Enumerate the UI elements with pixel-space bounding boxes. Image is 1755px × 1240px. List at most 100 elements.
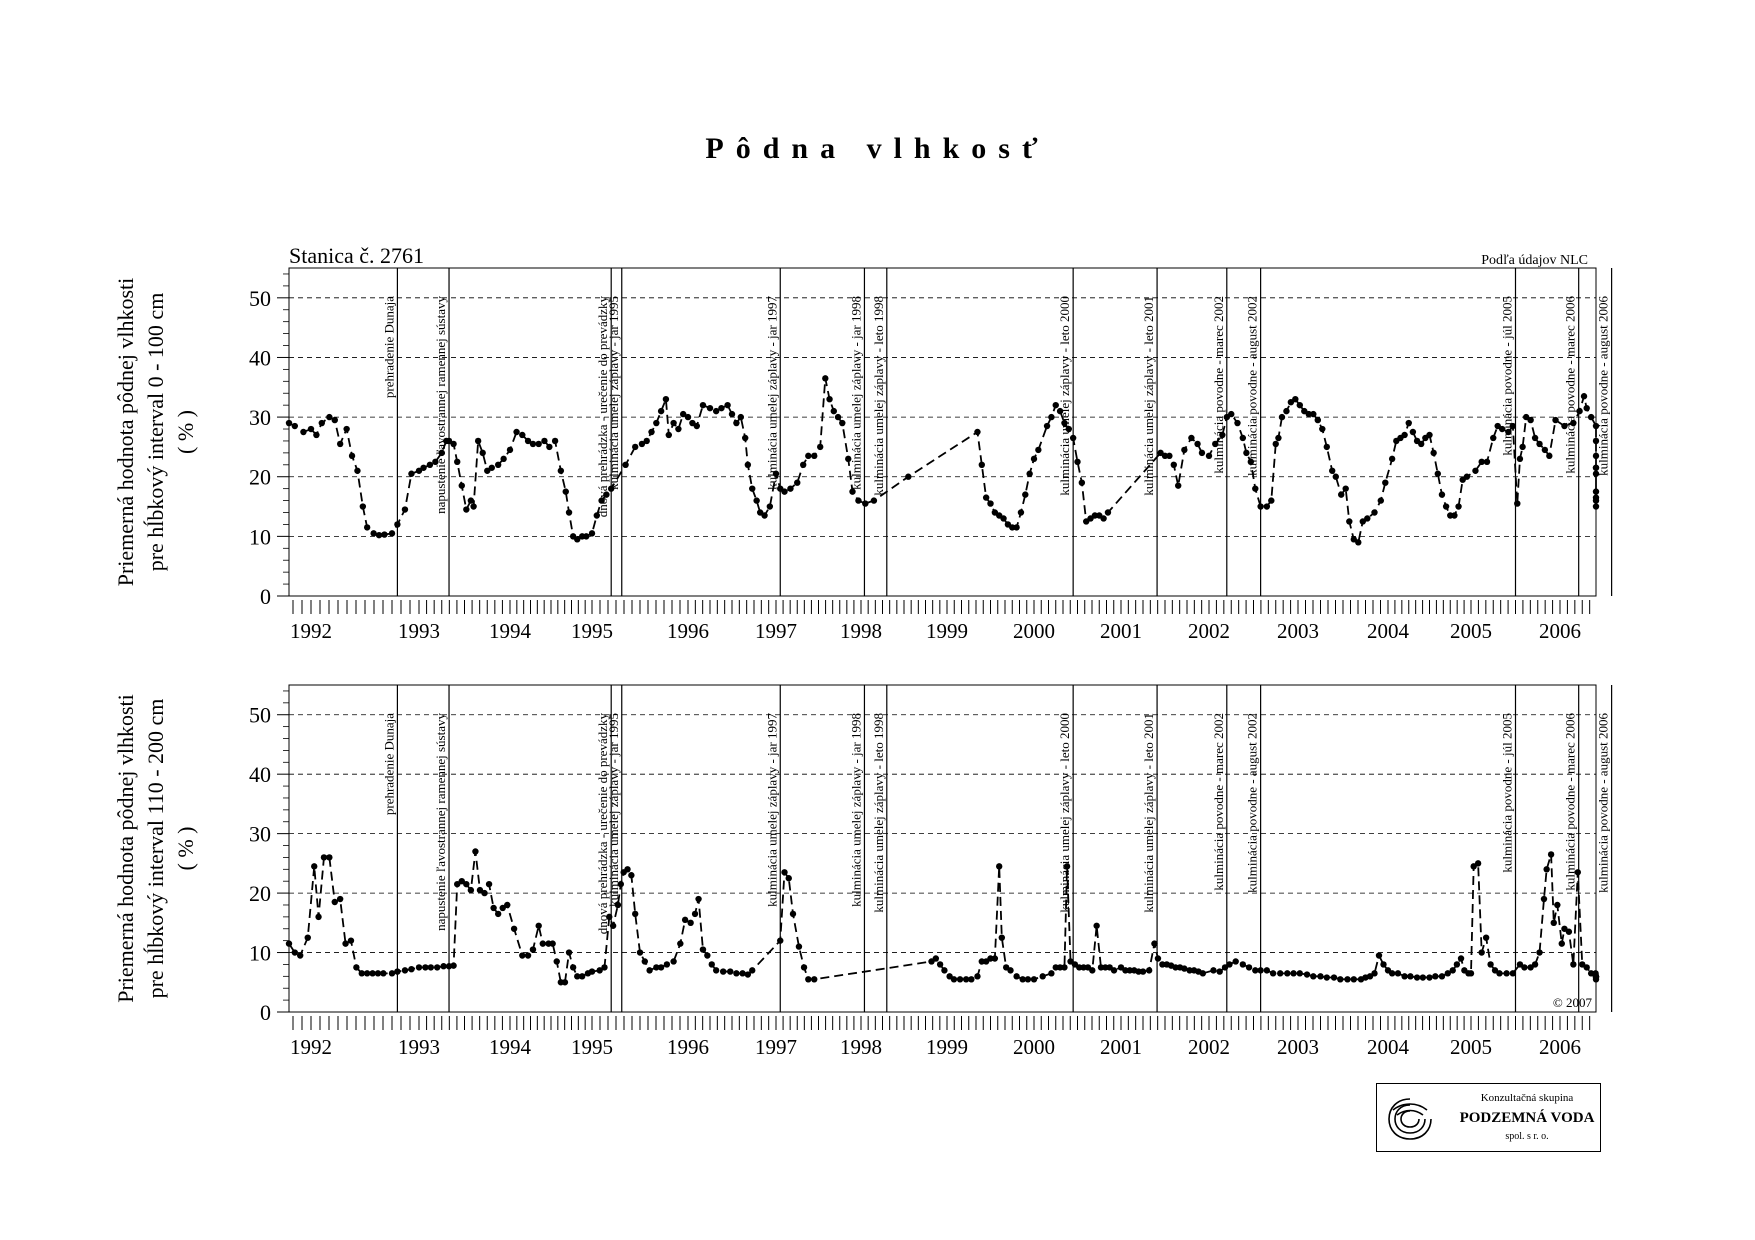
data-point <box>1561 422 1568 430</box>
data-point <box>494 461 502 468</box>
event-label-text: dnová prehrádzka - urečenie do prevádzky <box>595 296 610 518</box>
data-point <box>488 464 495 471</box>
data-point <box>553 958 560 965</box>
data-point <box>1401 973 1408 980</box>
data-point <box>348 452 356 460</box>
data-point <box>588 530 596 537</box>
x-year-label: 1992 <box>290 1035 332 1059</box>
data-point <box>1093 922 1100 929</box>
data-point <box>1587 970 1595 977</box>
data-point <box>822 375 829 382</box>
event-label-text: kulminácia umelej záplavy - leto 2001 <box>1141 713 1156 913</box>
data-point <box>1026 470 1033 477</box>
event-label-text: kulminácia umelej záplavy - jar 1995 <box>606 713 621 907</box>
event-label-text: kulminácia povodne - august 2006 <box>1596 296 1611 476</box>
data-point <box>1430 449 1437 457</box>
data-point <box>905 473 912 480</box>
data-point <box>1151 940 1158 947</box>
data-point <box>1268 497 1275 504</box>
data-point <box>1426 431 1433 439</box>
y-axis-label: Priemerná hodnota pôdnej vlhkosti pre hĺb… <box>113 694 198 1003</box>
data-point <box>1100 515 1107 522</box>
data-point <box>541 437 548 445</box>
data-point <box>1503 970 1510 977</box>
data-point <box>1442 503 1450 510</box>
data-point <box>870 497 878 504</box>
data-point <box>1438 491 1446 498</box>
data-point <box>1516 455 1524 463</box>
data-point <box>1498 425 1506 433</box>
data-point <box>506 446 514 454</box>
data-point <box>1576 407 1583 415</box>
data-point <box>474 437 482 445</box>
data-point <box>830 407 837 415</box>
y-axis-label-line: Priemerná hodnota pôdnej vlhkosti <box>113 278 138 587</box>
data-point <box>381 531 388 538</box>
event-label-text: kulminácia umelej záplavy - jar 1995 <box>606 296 621 490</box>
data-point <box>432 458 439 466</box>
data-point <box>766 503 774 510</box>
data-point <box>1030 976 1038 983</box>
data-point <box>1065 425 1073 433</box>
data-point <box>1350 536 1358 543</box>
data-point <box>1558 940 1565 947</box>
event-label: kulminácia umelej záplavy - leto 2001 <box>1141 713 1156 913</box>
data-point <box>1257 967 1264 974</box>
event-label: kulminácia povodne - august 2006 <box>1596 713 1611 893</box>
data-point <box>481 889 488 897</box>
data-point <box>524 952 532 959</box>
data-point <box>1110 967 1118 974</box>
data-point <box>311 863 318 870</box>
data-point <box>1275 434 1282 442</box>
data-point <box>1078 479 1086 486</box>
data-point <box>1188 434 1195 442</box>
data-point <box>648 428 655 436</box>
data-point <box>504 901 511 909</box>
data-point <box>401 967 409 974</box>
data-point <box>420 464 427 471</box>
chart-panel-2: 0 10 20 30 40 50 1992 1993 1994 1995 1996 1997 1998 1… <box>113 684 1613 1059</box>
data-point <box>1478 949 1485 956</box>
data-point <box>805 452 812 460</box>
data-point <box>1592 470 1600 477</box>
data-point <box>1228 410 1235 418</box>
data-point <box>1455 503 1462 510</box>
data-point <box>565 949 573 956</box>
data-point <box>1472 467 1479 474</box>
data-point <box>761 512 768 519</box>
event-label: kulminácia povodne - júl 2005 <box>1500 713 1515 873</box>
data-point <box>440 963 447 970</box>
data-point <box>467 497 475 504</box>
data-point <box>1139 968 1147 975</box>
event-label: kulminácia umelej záplavy - leto 2000 <box>1057 296 1072 496</box>
event-label-text: kulminácia umelej záplavy - leto 1998 <box>871 713 886 913</box>
data-point <box>777 937 784 944</box>
data-point <box>1172 964 1179 971</box>
event-label-text: prehradenie Dunaja <box>381 713 396 815</box>
data-point <box>749 967 756 974</box>
data-point <box>974 428 981 436</box>
data-point <box>1432 973 1439 980</box>
data-point <box>811 976 818 983</box>
data-point <box>795 943 803 950</box>
data-point <box>1482 934 1490 941</box>
event-label: dnová prehrádzka - urečenie do prevádzky <box>595 296 610 518</box>
data-point <box>422 964 429 971</box>
data-point <box>1438 973 1446 980</box>
data-point <box>370 530 377 537</box>
data-point <box>510 925 518 932</box>
data-point <box>583 533 590 540</box>
data-point <box>1375 952 1383 959</box>
data-point <box>1245 964 1253 971</box>
data-point <box>643 437 650 445</box>
data-point <box>628 872 635 879</box>
data-point <box>1199 970 1207 977</box>
data-point <box>336 895 344 903</box>
data-point <box>1583 964 1590 971</box>
data-point <box>285 419 293 427</box>
data-point <box>1434 470 1442 477</box>
event-label: kulminácia povodne - marec 2006 <box>1563 713 1578 891</box>
event-label: kulminácia povodne - august 2002 <box>1245 713 1260 893</box>
data-point <box>500 455 507 463</box>
data-point <box>1232 958 1239 965</box>
